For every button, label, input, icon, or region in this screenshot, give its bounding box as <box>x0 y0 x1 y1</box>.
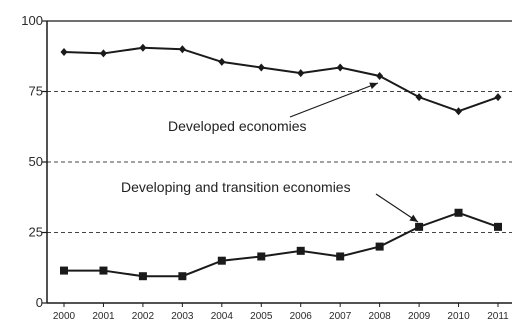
annotation-label: Developing and transition economies <box>121 179 351 195</box>
x-tick-label: 2000 <box>53 311 76 322</box>
series-1-point <box>99 266 108 275</box>
series-0-point <box>415 93 423 102</box>
series-1-point <box>415 222 424 231</box>
series-0-point <box>336 63 344 72</box>
series-0-point <box>297 69 305 78</box>
x-tick-label: 2007 <box>329 311 352 322</box>
x-tick-label: 2008 <box>369 311 392 322</box>
series-1-point <box>257 252 266 261</box>
series-1-point <box>178 272 187 281</box>
x-tick-label: 2003 <box>171 311 194 322</box>
series-0-point <box>376 71 384 80</box>
series-0-point <box>139 43 147 52</box>
series-0-point <box>60 48 68 57</box>
series-0-point <box>257 63 265 72</box>
y-tick-label: 25 <box>29 225 43 240</box>
series-0-point <box>99 49 107 58</box>
x-tick-label: 2009 <box>408 311 431 322</box>
series-line-0 <box>63 46 499 113</box>
x-tick-label: 2010 <box>447 311 470 322</box>
series-1-point <box>454 208 463 217</box>
series-1-point <box>138 272 147 281</box>
x-tick-label: 2002 <box>132 311 155 322</box>
annotation-arrowhead <box>409 214 418 222</box>
x-tick-label: 2006 <box>290 311 313 322</box>
annotation-arrow-line <box>289 82 379 118</box>
series-1-point <box>375 242 384 251</box>
x-tick-label: 2001 <box>92 311 115 322</box>
series-1-point <box>336 252 345 261</box>
series-1-point <box>494 222 502 231</box>
annotation-arrow-line <box>375 193 419 223</box>
annotation-label: Developed economies <box>168 118 307 134</box>
series-0-point <box>455 107 463 116</box>
series-1-point <box>296 246 305 255</box>
y-tick-label: 75 <box>29 84 43 99</box>
y-tick-label: 0 <box>36 295 43 310</box>
series-line-1 <box>64 211 499 278</box>
series-0-point <box>178 45 186 54</box>
x-tick-label: 2004 <box>211 311 234 322</box>
series-0-point <box>218 57 226 66</box>
y-tick-label: 100 <box>21 13 43 28</box>
x-tick-label: 2011 <box>487 311 509 322</box>
series-1-point <box>217 256 226 265</box>
series-1-point <box>60 266 68 275</box>
x-tick-label: 2005 <box>250 311 273 322</box>
y-tick-label: 50 <box>29 154 43 169</box>
series-0-point <box>494 93 502 102</box>
annotation-arrowhead <box>369 82 378 90</box>
